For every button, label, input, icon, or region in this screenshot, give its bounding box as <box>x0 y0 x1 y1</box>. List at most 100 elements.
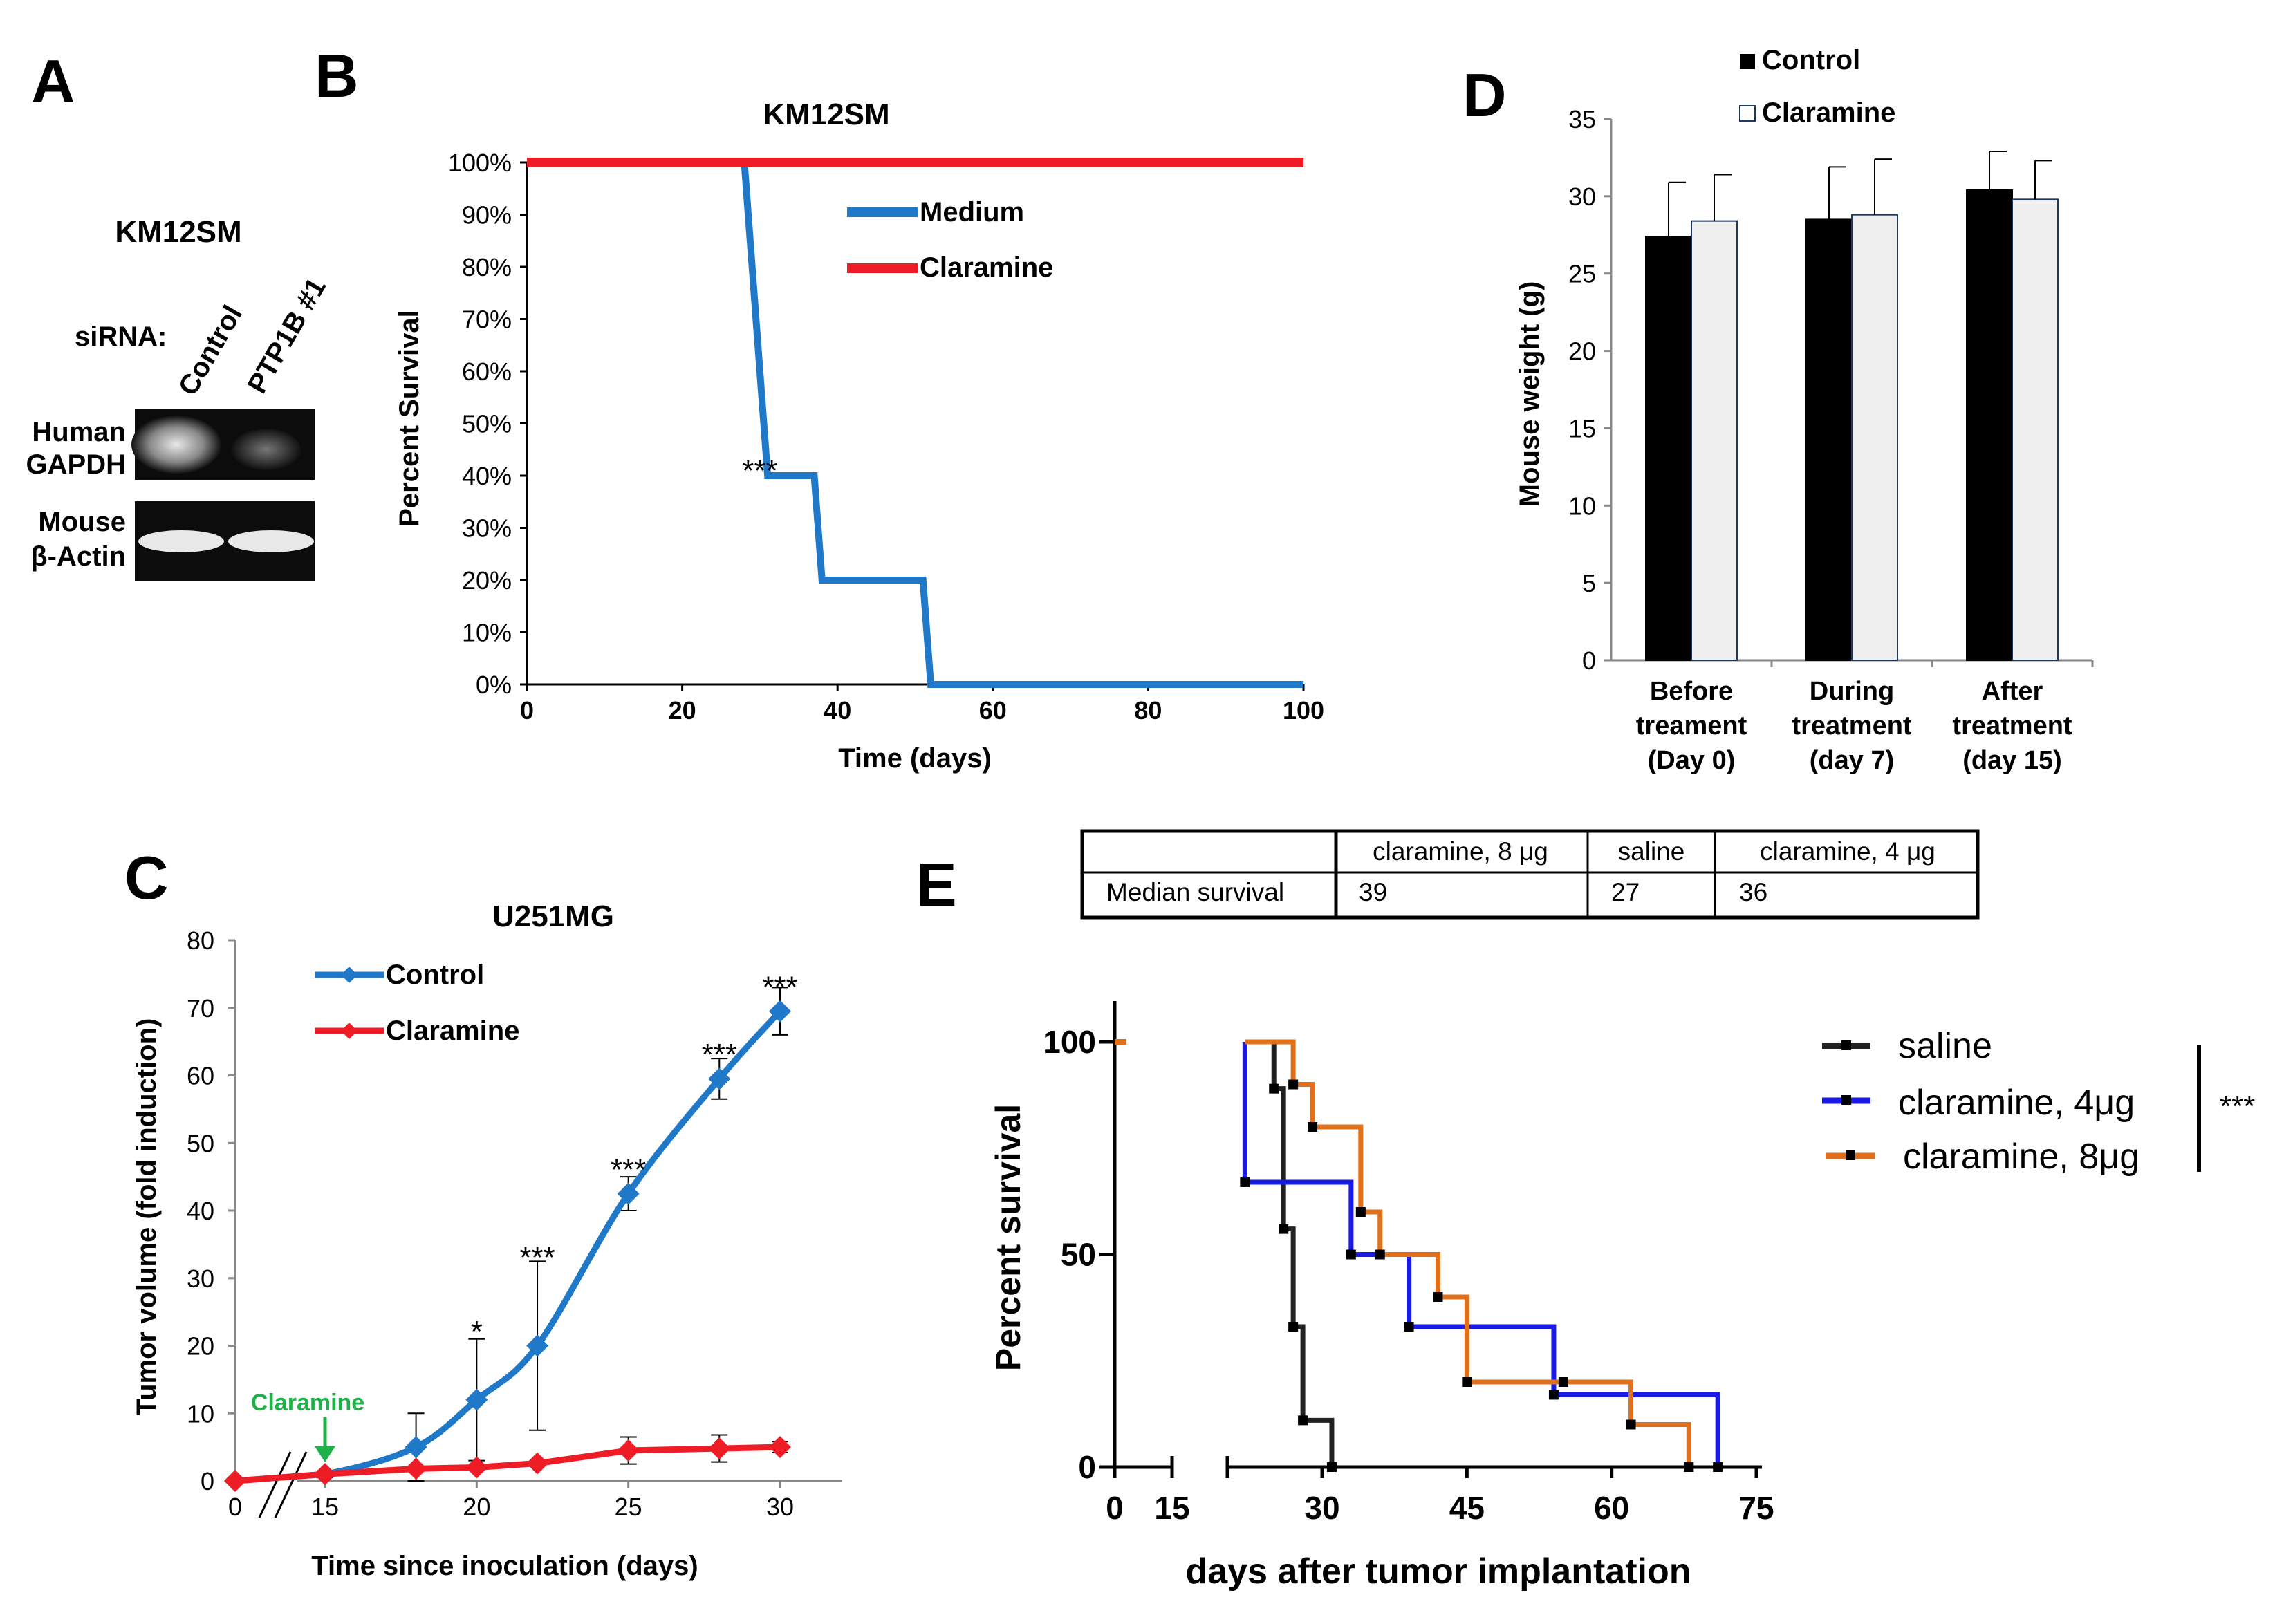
censor-mark <box>1684 1462 1694 1472</box>
y-tick-label: 0 <box>201 1467 214 1495</box>
y-tick-label: 60 <box>187 1062 214 1090</box>
lane-label-ptp1b: PTP1B #1 <box>242 273 332 399</box>
panel-label-b: B <box>315 41 359 110</box>
censor-mark <box>1269 1083 1279 1094</box>
y-tick-label: 80% <box>462 253 512 281</box>
legend-8ug-label: claramine, 8μg <box>1903 1137 2139 1177</box>
x-tick-label: 45 <box>1449 1490 1485 1526</box>
significance-marker: *** <box>519 1240 555 1274</box>
censor-mark <box>1558 1377 1568 1387</box>
category-label: After <box>1982 677 2043 706</box>
y-tick-label: 10 <box>187 1399 214 1428</box>
chart-c-break-mark-1 <box>258 1451 292 1518</box>
chart-d-ylabel: Mouse weight (g) <box>1514 281 1545 507</box>
data-point-claramine <box>465 1456 488 1479</box>
chart-b-ylabel: Percent Survival <box>394 310 425 527</box>
x-tick-label: 0 <box>520 696 534 725</box>
y-tick-label: 10% <box>462 619 512 647</box>
series-8ug-line <box>1245 1039 1691 1467</box>
data-point-claramine <box>224 1470 246 1492</box>
legend-saline-marker <box>1841 1040 1851 1050</box>
chart-e-xlabel: days after tumor implantation <box>1186 1551 1691 1592</box>
legend-claramine-label: Claramine <box>386 1016 519 1046</box>
category-label: Before <box>1650 677 1733 706</box>
legend-control-label: Control <box>1762 45 1860 75</box>
lane-label-control: Control <box>173 300 248 400</box>
row-label-gapdh: GAPDH <box>26 449 126 480</box>
bar-control <box>1805 218 1853 661</box>
legend-8ug-marker <box>1846 1150 1855 1160</box>
bar-control <box>1966 189 2013 661</box>
category-label: (Day 0) <box>1648 746 1736 775</box>
panel-d: Control Claramine 0 5 10 15 20 25 30 35 Before t… <box>1514 45 2094 775</box>
y-tick-label: 35 <box>1568 105 1596 133</box>
category-label: treament <box>1636 711 1747 740</box>
panel-label-a: A <box>31 47 75 115</box>
data-point-control <box>405 1436 427 1459</box>
panel-label-e: E <box>916 850 957 919</box>
x-tick-label: 20 <box>463 1493 490 1521</box>
y-tick-label: 40 <box>187 1197 214 1225</box>
censor-mark <box>1326 1462 1337 1472</box>
panel-b: KM12SM 0% 10% 20% 30% 40% 50% 60% 70% 80% 90% 100%… <box>394 97 1324 774</box>
series-medium-line <box>741 162 1303 688</box>
band-actin-control <box>138 530 224 552</box>
y-tick-label: 0 <box>1582 646 1596 675</box>
bar-claramine <box>2012 198 2059 661</box>
y-tick-label: 0 <box>1078 1449 1096 1485</box>
band-gapdh-ptp1b <box>232 429 301 470</box>
chart-c-break-mark-2 <box>274 1451 308 1518</box>
y-tick-label: 60% <box>462 357 512 386</box>
censor-mark <box>1346 1249 1356 1260</box>
chart-e-significance: *** <box>2220 1090 2255 1123</box>
x-tick-label: 25 <box>615 1493 642 1521</box>
censor-mark <box>1462 1377 1472 1387</box>
panel-a-title: KM12SM <box>115 215 241 249</box>
censor-mark <box>1375 1249 1385 1260</box>
censor-mark <box>1279 1224 1289 1234</box>
y-tick-label: 0% <box>476 671 512 699</box>
legend-saline-label: saline <box>1898 1026 1992 1066</box>
data-point-control <box>708 1067 731 1090</box>
y-tick-label: 100% <box>448 149 512 177</box>
data-point-control <box>617 1182 640 1205</box>
y-tick-label: 100 <box>1043 1024 1096 1060</box>
y-tick-label: 70% <box>462 306 512 334</box>
legend-4ug-label: claramine, 4μg <box>1898 1083 2135 1123</box>
censor-mark <box>1404 1322 1414 1332</box>
legend-control-swatch <box>1740 54 1755 69</box>
y-tick-label: 50 <box>1061 1237 1096 1273</box>
legend-claramine-marker <box>341 1023 358 1039</box>
y-tick-label: 30 <box>1568 183 1596 211</box>
median-value-4ug: 36 <box>1739 878 1767 906</box>
y-tick-label: 20 <box>1568 337 1596 366</box>
sirna-label: siRNA: <box>75 321 167 352</box>
y-tick-label: 30 <box>187 1264 214 1293</box>
x-tick-label: 0 <box>1106 1490 1124 1526</box>
x-tick-label: 100 <box>1283 696 1324 725</box>
data-point-claramine <box>769 1436 791 1459</box>
significance-marker: * <box>471 1315 483 1349</box>
censor-mark <box>1298 1415 1308 1426</box>
x-tick-label: 60 <box>979 696 1007 725</box>
censor-mark <box>1355 1207 1366 1217</box>
row-label-actin: β-Actin <box>30 541 126 572</box>
panel-e: claramine, 8 μg saline claramine, 4 μg M… <box>989 829 2255 1592</box>
bar-claramine <box>1851 214 1898 661</box>
x-tick-label: 15 <box>311 1493 339 1521</box>
chart-e-ylabel: Percent survival <box>989 1104 1028 1371</box>
panel-a: KM12SM siRNA: Control PTP1B #1 Human GAP… <box>26 215 332 581</box>
x-tick-label: 30 <box>766 1493 794 1521</box>
x-tick-label: 0 <box>228 1493 242 1521</box>
median-table-header-8ug: claramine, 8 μg <box>1373 837 1548 866</box>
data-point-claramine <box>708 1437 731 1460</box>
significance-marker: *** <box>611 1152 646 1186</box>
y-tick-label: 30% <box>462 514 512 543</box>
x-tick-label: 75 <box>1738 1490 1774 1526</box>
legend-medium-label: Medium <box>920 197 1024 227</box>
x-tick-label: 15 <box>1154 1490 1189 1526</box>
row-label-mouse: Mouse <box>38 507 126 537</box>
bar-claramine <box>1691 220 1738 661</box>
censor-mark <box>1240 1177 1250 1187</box>
median-table-header-saline: saline <box>1618 837 1685 866</box>
